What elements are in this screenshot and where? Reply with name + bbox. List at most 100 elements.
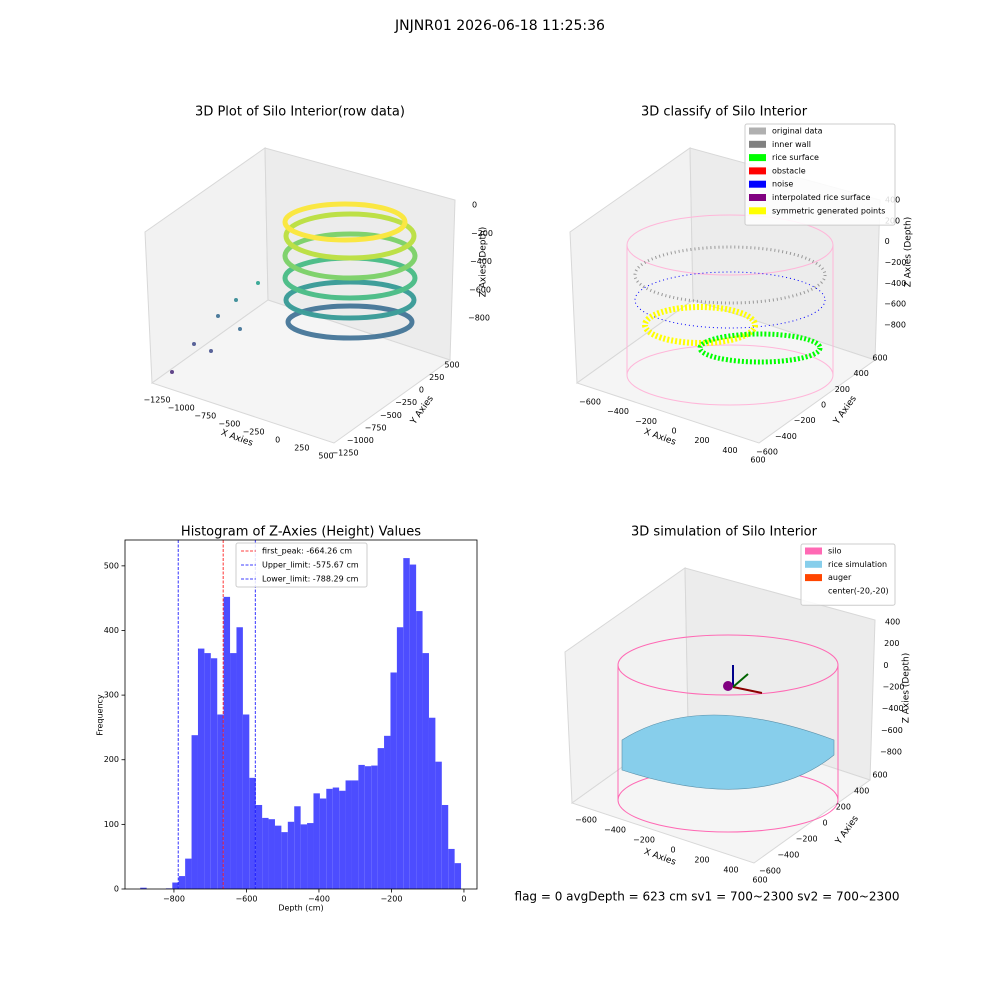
legend-label: rice surface <box>772 153 819 162</box>
x-tick-label: −600 <box>235 895 257 904</box>
z-tick-label: 0 <box>472 201 477 210</box>
bar <box>409 564 417 889</box>
bar <box>230 653 237 889</box>
bar <box>223 596 231 889</box>
x-tick-label: 400 <box>723 866 738 875</box>
y-tick-label: 300 <box>104 691 119 700</box>
bar <box>364 766 372 889</box>
figure-title: JNJNR01 2026-06-18 11:25:36 <box>394 18 605 34</box>
z-tick-label: −800 <box>880 748 902 757</box>
legend-swatch <box>749 127 766 135</box>
y-tick-label: 0 <box>419 386 424 395</box>
legend-label: noise <box>772 180 793 189</box>
legend-label: center(-20,-20) <box>828 586 889 595</box>
x-tick-label: 200 <box>694 856 709 865</box>
decor <box>282 201 408 243</box>
legend-swatch <box>805 547 822 555</box>
x-tick-label: 0 <box>461 895 466 904</box>
bar <box>377 748 385 889</box>
z-tick-label: −600 <box>884 300 906 309</box>
x-tick-label: −200 <box>380 895 402 904</box>
legend-label: symmetric generated points <box>772 206 885 215</box>
chart-title: 3D simulation of Silo Interior <box>631 525 818 540</box>
x-tick-label: −800 <box>163 895 185 904</box>
y-tick-label: −250 <box>395 398 417 407</box>
z-tick-label: 0 <box>883 661 888 670</box>
bar <box>236 627 243 889</box>
y-tick-label: 600 <box>872 771 887 780</box>
y-tick-label: −500 <box>380 411 402 420</box>
bar <box>274 825 282 889</box>
y-tick-label: 0 <box>821 401 826 410</box>
bar <box>307 823 314 889</box>
z-tick-label: 0 <box>885 237 890 246</box>
y-tick-label: 600 <box>872 354 887 363</box>
z-tick-label: −800 <box>884 321 906 330</box>
bar <box>178 876 186 889</box>
decor <box>732 673 749 688</box>
decor <box>723 681 733 691</box>
legend-swatch <box>749 167 766 175</box>
bar <box>197 648 205 889</box>
x-tick-label: −400 <box>604 826 626 835</box>
z-tick-label: −400 <box>884 279 906 288</box>
x-tick-label: −200 <box>633 836 655 845</box>
x-tick-label: −500 <box>218 420 240 429</box>
chart-title: 3D classify of Silo Interior <box>641 105 808 120</box>
decor <box>170 370 174 374</box>
bar <box>191 735 198 889</box>
legend-box <box>744 123 896 226</box>
bar <box>313 793 320 889</box>
y-tick-label: 400 <box>854 787 869 796</box>
silo-sim-decor <box>617 634 839 833</box>
x-tick-label: −400 <box>308 895 330 904</box>
bar <box>390 672 397 889</box>
z-tick-label: 200 <box>884 639 899 648</box>
bar <box>345 780 352 889</box>
decor <box>283 279 417 321</box>
legend-label: Upper_limit: -575.67 cm <box>262 561 359 570</box>
decor <box>285 303 415 341</box>
bar <box>217 714 224 889</box>
bar <box>294 806 301 889</box>
bar <box>268 819 275 889</box>
x-tick-label: −600 <box>579 398 601 407</box>
legend-label: auger <box>828 573 852 582</box>
legend-label: silo <box>828 547 842 556</box>
bar <box>435 761 442 889</box>
y-tick-label: 200 <box>835 385 850 394</box>
x-tick-label: −200 <box>635 417 657 426</box>
bar <box>210 658 218 889</box>
silo-classify-decor <box>626 214 834 406</box>
decor <box>282 231 418 281</box>
legend-swatch <box>749 140 766 148</box>
y-tick-label: 0 <box>114 885 119 894</box>
legend-swatch <box>749 154 766 162</box>
y-tick-label: 250 <box>429 373 444 382</box>
bar <box>287 821 295 889</box>
x-tick-label: 400 <box>722 446 737 455</box>
bar <box>262 817 269 889</box>
x-tick-label: 600 <box>750 456 765 465</box>
y-tick-label: 200 <box>836 803 851 812</box>
y-tick-label: −600 <box>756 448 778 457</box>
bar <box>281 832 288 889</box>
legend-label: first_peak: -664.26 cm <box>262 547 352 556</box>
legend-label: inner wall <box>772 140 811 149</box>
silo-raw-decor <box>170 201 418 374</box>
x-tick-label: 0 <box>671 427 676 436</box>
legend-label: interpolated rice surface <box>772 193 870 202</box>
bar <box>242 714 250 889</box>
legend-label: obstacle <box>772 166 806 175</box>
bar <box>140 887 147 889</box>
decor <box>209 349 213 353</box>
z-axis-label: Z Axies (Depth) <box>904 217 914 288</box>
legend-swatch <box>805 574 822 582</box>
bar <box>351 780 359 889</box>
decor <box>732 686 763 694</box>
decor <box>634 271 826 329</box>
legend-label: Lower_limit: -788.29 cm <box>262 575 359 584</box>
z-axis-label: Z Axies (Depth) <box>902 653 912 724</box>
decor <box>192 342 196 346</box>
